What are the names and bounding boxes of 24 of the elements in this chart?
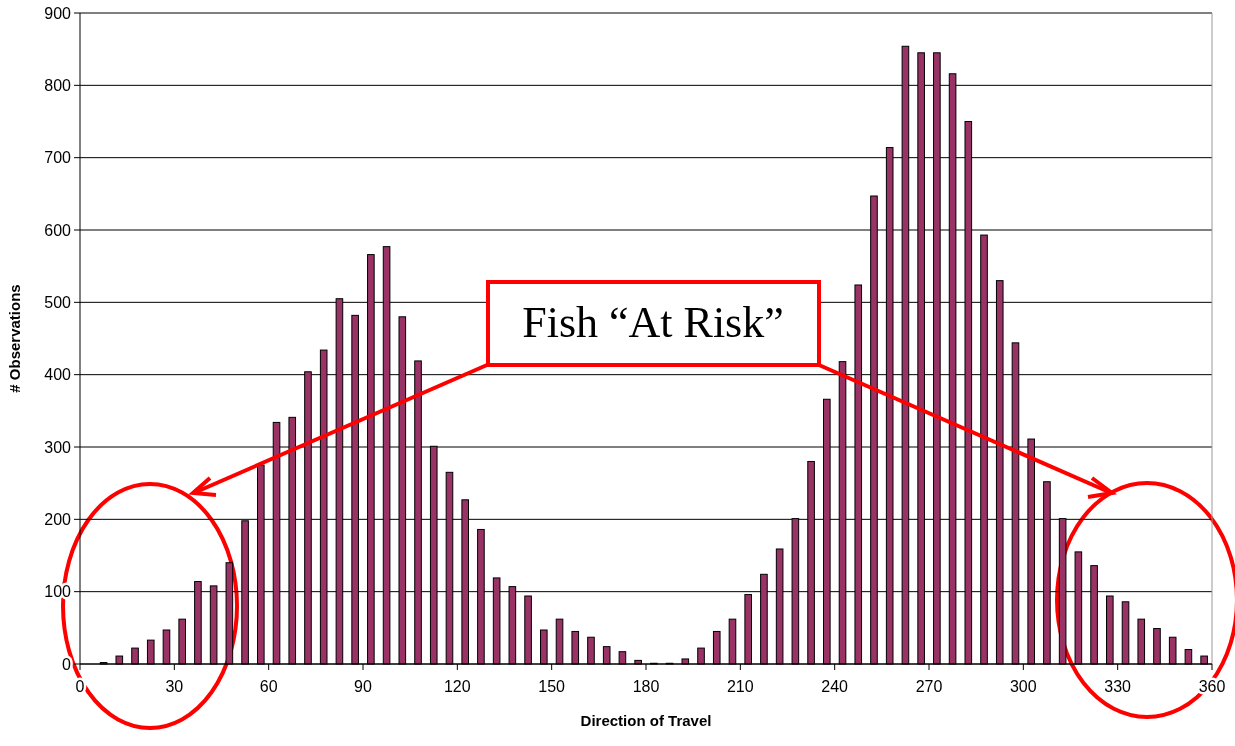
- y-tick-label: 900: [44, 4, 72, 22]
- x-tick-label: 0: [75, 678, 85, 695]
- y-tick-label: 200: [44, 510, 72, 528]
- annotation: Fish “At Risk”: [522, 298, 784, 347]
- x-tick-label: 90: [354, 678, 372, 695]
- x-tick-label: 30: [165, 678, 184, 695]
- y-tick-label: 700: [44, 149, 72, 167]
- y-tick-label: 0: [62, 655, 72, 673]
- y-tick-label: 800: [44, 76, 72, 94]
- x-tick-label: 120: [443, 678, 471, 695]
- y-axis-title: # Observations: [6, 284, 23, 393]
- x-tick-label: 240: [821, 678, 849, 695]
- x-tick-label: 330: [1104, 678, 1132, 695]
- x-axis-title: Direction of Travel: [580, 712, 712, 729]
- y-tick-label: 400: [44, 366, 72, 384]
- x-tick-label: 210: [726, 678, 754, 695]
- x-tick-label: 150: [538, 678, 566, 695]
- x-tick-label: 270: [915, 678, 943, 695]
- y-tick-label: 600: [44, 221, 72, 239]
- y-tick-label: 500: [44, 293, 72, 311]
- x-tick-label: 300: [1009, 678, 1037, 695]
- y-tick-label: 300: [44, 438, 72, 456]
- x-tick-label: 180: [632, 678, 660, 695]
- x-tick-label: 60: [259, 678, 278, 695]
